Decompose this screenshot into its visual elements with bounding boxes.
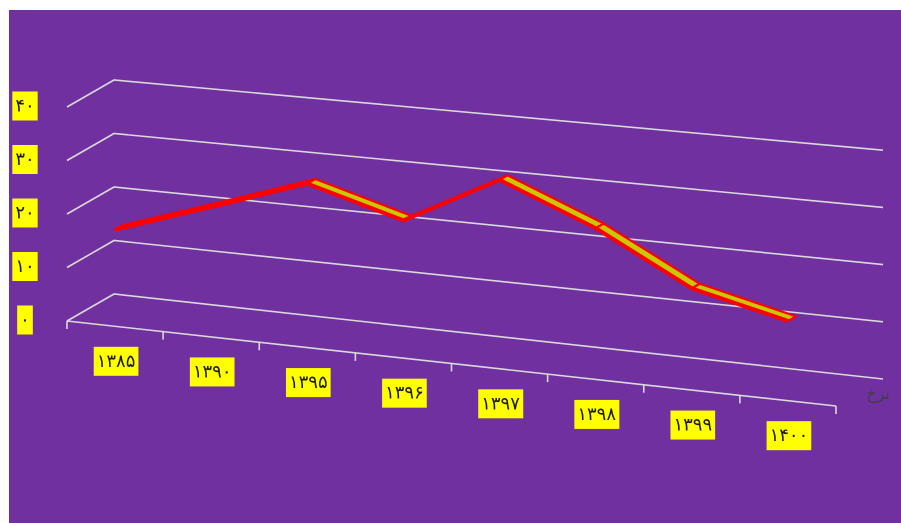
svg-text:۱۳۹۷: ۱۳۹۷ <box>481 393 520 414</box>
y-tick-label: ۳۰ <box>12 145 38 174</box>
x-tick-label: ۱۳۹۹ <box>670 410 716 440</box>
series-ribbon <box>113 174 798 323</box>
x-axis-ticks: ۱۳۸۵ ۱۳۹۰ ۱۳۹۵ ۱۳۹۶ ۱۳۹۷ ۱۳۹۸ ۱۳۹۹ ۱۴۰۰ <box>93 346 812 451</box>
y-tick-label: ۱۰ <box>12 252 38 281</box>
svg-text:۲۰: ۲۰ <box>15 203 34 224</box>
data-series <box>113 174 798 323</box>
plot-background <box>9 10 901 523</box>
svg-text:۳۰: ۳۰ <box>15 149 34 170</box>
x-axis <box>66 320 837 414</box>
svg-text:۱۳۹۵: ۱۳۹۵ <box>289 372 328 393</box>
x-tick-label: ۱۳۹۷ <box>478 389 524 419</box>
x-tick-label: ۱۳۹۰ <box>189 357 235 387</box>
svg-text:۱۳۸۵: ۱۳۸۵ <box>97 351 136 372</box>
gridline <box>66 293 884 380</box>
gridline <box>66 132 884 209</box>
svg-text:۱۳۹۶: ۱۳۹۶ <box>385 383 424 404</box>
svg-text:۴۰: ۴۰ <box>15 96 34 117</box>
series-line <box>114 177 789 323</box>
y-axis-title: نرخ <box>866 384 890 404</box>
y-tick-label: ۰ <box>17 305 33 335</box>
x-tick-label: ۱۴۰۰ <box>766 421 812 451</box>
x-tick-label: ۱۳۸۵ <box>93 346 139 376</box>
y-tick-label: ۲۰ <box>12 198 38 228</box>
svg-text:۱۴۰۰: ۱۴۰۰ <box>770 425 809 446</box>
gridline <box>66 239 884 323</box>
svg-text:۱۳۹۹: ۱۳۹۹ <box>673 415 712 436</box>
x-tick-label: ۱۳۹۵ <box>285 368 331 398</box>
svg-text:۰: ۰ <box>20 310 30 331</box>
y-axis-ticks: ۰ ۱۰ ۲۰ ۳۰ ۴۰ <box>12 91 38 335</box>
gridline <box>66 79 884 151</box>
x-tick-label: ۱۳۹۸ <box>574 399 620 429</box>
svg-text:۱۰: ۱۰ <box>15 256 34 277</box>
y-tick-label: ۴۰ <box>12 91 38 121</box>
x-tick-label: ۱۳۹۶ <box>382 378 427 408</box>
svg-text:۱۳۹۰: ۱۳۹۰ <box>193 361 232 382</box>
svg-text:۱۳۹۸: ۱۳۹۸ <box>577 404 616 425</box>
